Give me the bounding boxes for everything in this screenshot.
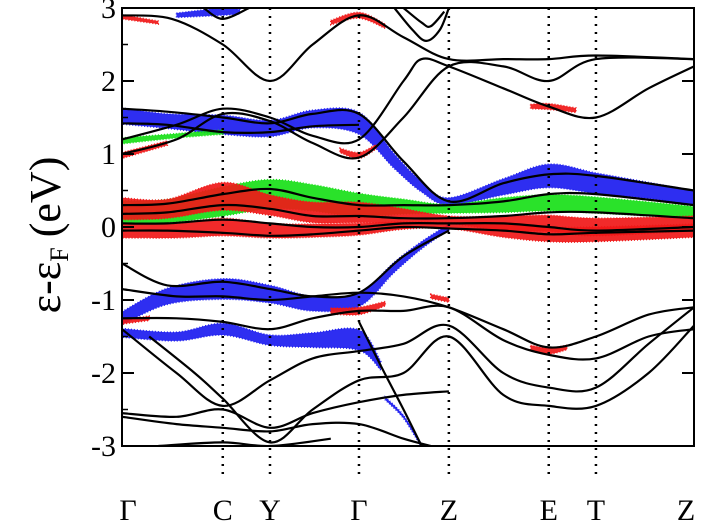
weight-ribbon-blue-4 (384, 395, 423, 446)
band-line-0 (122, 14, 694, 83)
weight-ribbon-red-9 (122, 13, 160, 25)
band-line-7 (122, 203, 694, 220)
y-tick-label-5: -2 (91, 357, 116, 390)
x-tick-label-3: Γ (350, 494, 367, 527)
band-lines (122, 8, 694, 446)
band-line-5 (122, 56, 694, 160)
band-line-14 (148, 324, 694, 444)
band-line-9 (122, 225, 694, 237)
y-label-sub: F (45, 247, 74, 261)
weight-ribbon-blue-2 (122, 322, 382, 372)
weight-ribbon-red-7 (122, 181, 694, 237)
band-line-10 (122, 229, 450, 299)
x-tick-label-2: Y (259, 494, 281, 527)
band-line-13 (122, 306, 694, 408)
band-line-8 (122, 218, 694, 232)
x-tick-label-6: T (587, 494, 605, 527)
y-axis-label: ε-εF (eV) (21, 157, 74, 314)
y-tick-label-1: 2 (101, 65, 116, 98)
band-line-1 (203, 8, 250, 21)
weight-ribbon-green-6 (122, 129, 224, 145)
weight-ribbon-blue-1 (122, 222, 450, 326)
x-tick-label-0: Γ (119, 494, 136, 527)
x-tick-label-4: Z (440, 494, 458, 527)
band-line-15 (122, 390, 449, 429)
y-tick-label-4: -1 (91, 284, 116, 317)
x-tick-label-7: Z (677, 494, 695, 527)
y-label-unit: (eV) (21, 157, 70, 238)
band-line-4 (122, 57, 694, 145)
band-line-6 (122, 187, 694, 207)
band-line-17 (158, 437, 331, 446)
band-line-20 (402, 8, 446, 28)
band-line-18 (358, 321, 423, 446)
y-tick-label-6: -3 (91, 430, 116, 463)
y-tick-label-2: 1 (101, 138, 116, 171)
weight-ribbon-red-16 (429, 293, 450, 304)
weight-ribbon-green-5 (122, 178, 694, 225)
band-line-19 (393, 8, 450, 43)
x-tick-label-5: E (540, 494, 558, 527)
band-line-3 (122, 122, 360, 135)
y-tick-label-0: 3 (101, 0, 116, 25)
x-tick-label-1: C (213, 494, 233, 527)
high-symmetry-lines (221, 8, 598, 474)
band-line-16 (122, 415, 431, 446)
y-tick-label-3: 0 (101, 211, 116, 244)
y-label-main: ε-ε (21, 262, 70, 314)
band-line-2 (122, 107, 694, 203)
